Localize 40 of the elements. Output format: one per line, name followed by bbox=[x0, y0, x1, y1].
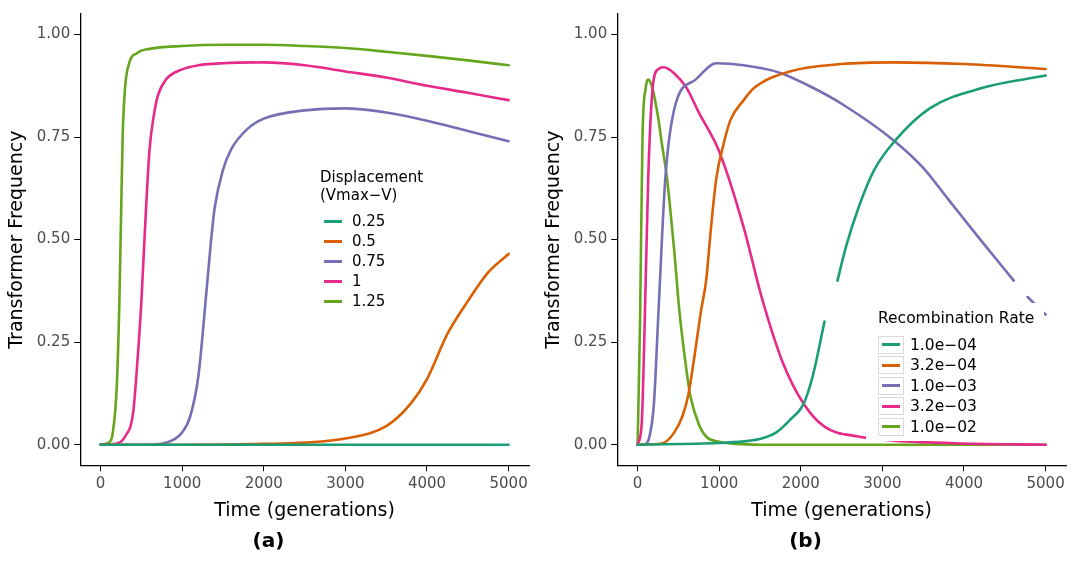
y-tick-label: 0.75 bbox=[573, 126, 608, 145]
y-tick-label: 0.50 bbox=[36, 229, 71, 248]
legend-label: 3.2e−03 bbox=[910, 397, 977, 416]
legend-label: 1 bbox=[352, 272, 362, 291]
x-tick-label: 4000 bbox=[944, 474, 984, 493]
text: (a) bbox=[251, 528, 286, 552]
y-tick-label: 1.00 bbox=[573, 24, 608, 43]
x-tick-label: 3000 bbox=[863, 474, 902, 493]
y-axis-title: Transformer Frequency bbox=[541, 130, 564, 350]
legend-label: 1.0e−02 bbox=[910, 417, 977, 436]
x-tick-label: 2000 bbox=[781, 474, 820, 493]
x-tick-label: 2000 bbox=[244, 474, 283, 493]
legend-label: 1.0e−04 bbox=[910, 335, 977, 354]
x-tick-label: 1000 bbox=[163, 474, 202, 493]
legend-label: 1.25 bbox=[352, 292, 386, 311]
y-tick-label: 0.50 bbox=[573, 229, 608, 248]
x-tick-label: 0 bbox=[95, 474, 106, 493]
x-tick-label: 4000 bbox=[407, 474, 447, 493]
x-tick-label: 5000 bbox=[1026, 474, 1065, 493]
legend-label: 3.2e−04 bbox=[910, 356, 977, 375]
y-tick-label: 0.75 bbox=[36, 126, 71, 145]
x-axis-title: Time (generations) bbox=[750, 497, 932, 520]
y-tick-label: 1.00 bbox=[36, 24, 71, 43]
y-tick-label: 0.25 bbox=[573, 332, 608, 351]
y-tick-label: 0.25 bbox=[36, 332, 71, 351]
legend-label: 0.5 bbox=[352, 232, 376, 251]
y-tick-label: 0.00 bbox=[573, 434, 608, 453]
x-tick-label: 3000 bbox=[326, 474, 365, 493]
x-tick-label: 1000 bbox=[700, 474, 739, 493]
legend-title: Recombination Rate bbox=[878, 309, 1035, 329]
y-axis-title: Transformer Frequency bbox=[4, 130, 27, 350]
legend-label: 0.25 bbox=[352, 212, 386, 231]
x-tick-label: 5000 bbox=[489, 474, 528, 493]
x-tick-label: 0 bbox=[632, 474, 643, 493]
x-axis-title: Time (generations) bbox=[213, 497, 395, 520]
legend-label: 1.0e−03 bbox=[910, 376, 977, 395]
text: (b) bbox=[788, 528, 823, 552]
legend-label: 0.75 bbox=[352, 252, 386, 271]
legend-title: Displacement (Vmax−V) bbox=[320, 167, 424, 206]
y-tick-label: 0.00 bbox=[36, 434, 71, 453]
